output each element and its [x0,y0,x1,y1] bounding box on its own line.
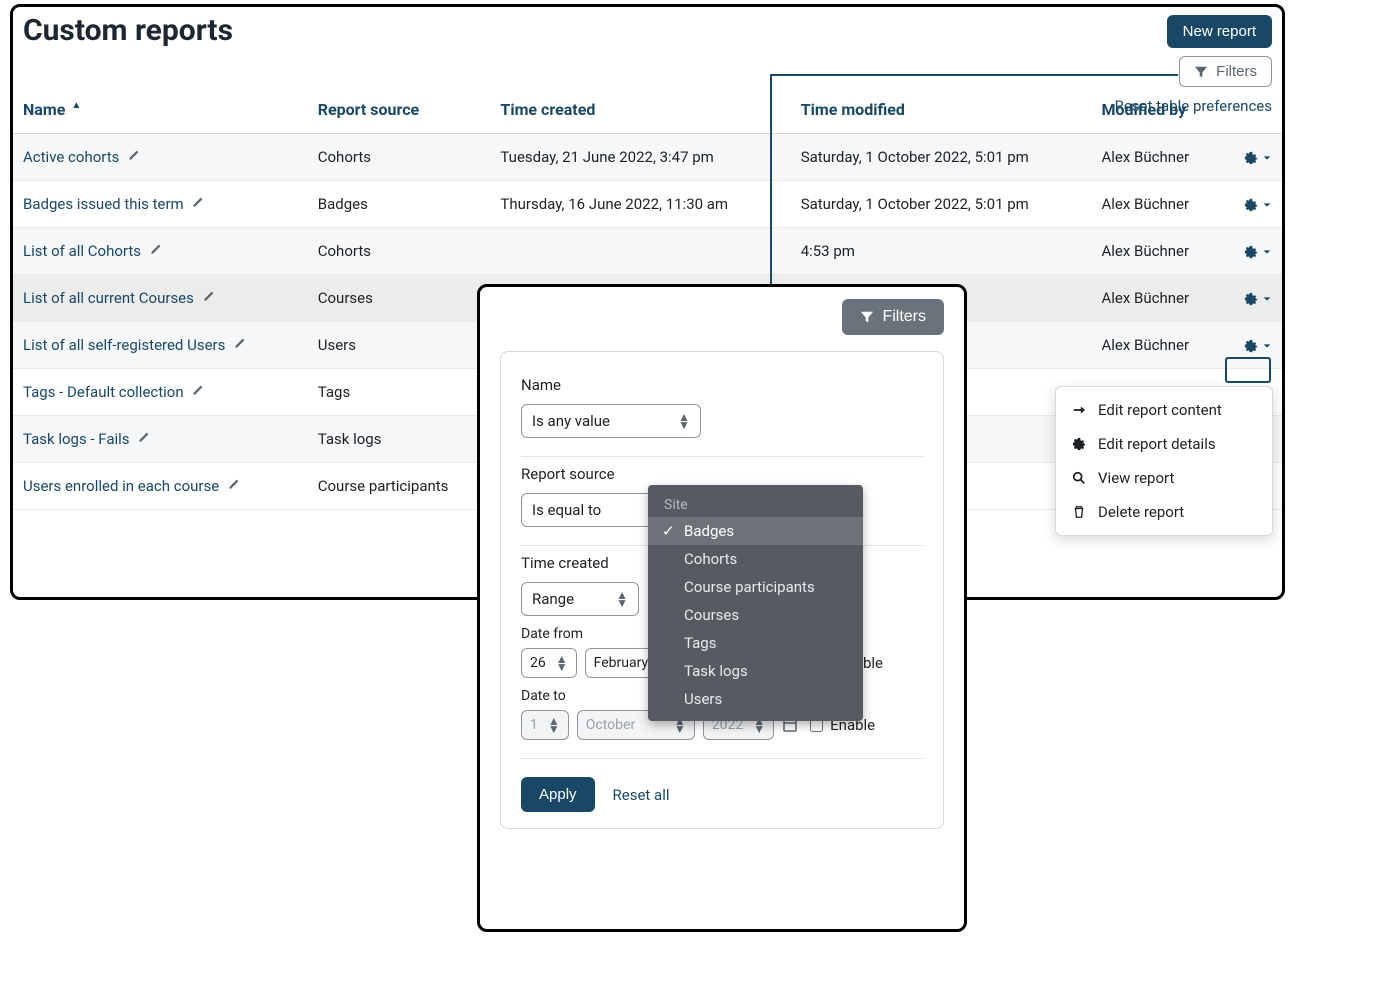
cell-modified: Saturday, 1 October 2022, 5:01 pm [791,134,1092,181]
funnel-icon [860,310,874,324]
menu-edit-content[interactable]: Edit report content [1056,393,1272,427]
filter-name-label: Name [521,376,923,394]
row-actions-button[interactable] [1244,242,1272,260]
page-title: Custom reports [23,13,1282,48]
gear-icon [1072,437,1086,451]
callout-arrow [770,74,1178,76]
menu-view-report[interactable]: View report [1056,461,1272,495]
cell-source: Badges [308,181,491,228]
dropdown-option[interactable]: Badges [648,517,863,545]
reset-all-link[interactable]: Reset all [613,786,670,804]
source-dropdown: Site BadgesCohortsCourse participantsCou… [648,485,863,721]
dropdown-option[interactable]: Users [648,685,863,713]
cell-created [490,228,790,275]
arrow-right-icon [1072,403,1086,417]
filters-toggle-button[interactable]: Filters [1179,56,1272,87]
cell-source: Courses [308,275,491,322]
filter-name-section: Name Is any value ▲▼ [521,368,923,457]
cell-created: Tuesday, 21 June 2022, 3:47 pm [490,134,790,181]
date-from-day-select[interactable]: 26▲▼ [521,648,577,678]
col-created[interactable]: Time created [490,86,790,134]
report-name-link[interactable]: Badges issued this term [23,195,184,213]
updown-icon: ▲▼ [616,591,628,607]
date-to-day-select[interactable]: 1▲▼ [521,710,569,740]
col-source[interactable]: Report source [308,86,491,134]
filters-toggle-label: Filters [1216,63,1257,80]
row-actions-button[interactable] [1244,336,1272,354]
cell-source: Tags [308,369,491,416]
trash-icon [1072,505,1086,519]
table-row: Active cohorts CohortsTuesday, 21 June 2… [13,134,1282,181]
search-icon [1072,471,1086,485]
dropdown-option[interactable]: Courses [648,601,863,629]
edit-name-icon[interactable] [191,383,204,401]
report-name-link[interactable]: Tags - Default collection [23,383,184,401]
cell-modified-by: Alex Büchner [1092,134,1223,181]
funnel-icon [1194,65,1208,79]
edit-name-icon[interactable] [149,242,162,260]
edit-name-icon[interactable] [233,336,246,354]
row-actions-button[interactable] [1244,289,1272,307]
edit-name-icon[interactable] [227,477,240,495]
filters-chip-button[interactable]: Filters [842,299,944,335]
callout-arrow [770,74,772,304]
report-name-link[interactable]: List of all self-registered Users [23,336,225,354]
edit-name-icon[interactable] [191,195,204,213]
edit-name-icon[interactable] [202,289,215,307]
report-name-link[interactable]: List of all current Courses [23,289,194,307]
table-row: List of all Cohorts Cohorts 4:53 pmAlex B… [13,228,1282,275]
cell-source: Users [308,322,491,369]
menu-edit-details[interactable]: Edit report details [1056,427,1272,461]
dropdown-option[interactable]: Tags [648,629,863,657]
row-actions-button[interactable] [1244,195,1272,213]
row-actions-button[interactable] [1244,148,1272,166]
col-modified[interactable]: Time modified [791,86,1092,134]
report-name-link[interactable]: List of all Cohorts [23,242,141,260]
cell-modified-by: Alex Büchner [1092,181,1223,228]
table-row: Badges issued this term BadgesThursday, … [13,181,1282,228]
dropdown-option[interactable]: Task logs [648,657,863,685]
edit-name-icon[interactable] [137,430,150,448]
cell-modified: 4:53 pm [791,228,1092,275]
cell-modified-by: Alex Büchner [1092,228,1223,275]
cell-created: Thursday, 16 June 2022, 11:30 am [490,181,790,228]
dropdown-group-label: Site [648,493,863,517]
cell-modified-by: Alex Büchner [1092,322,1223,369]
cell-source: Cohorts [308,134,491,181]
report-name-link[interactable]: Users enrolled in each course [23,477,219,495]
col-name[interactable]: Name ▲ [13,86,308,134]
new-report-button[interactable]: New report [1167,15,1272,48]
cell-modified-by: Alex Büchner [1092,275,1223,322]
cell-source: Task logs [308,416,491,463]
dropdown-option[interactable]: Cohorts [648,545,863,573]
top-actions: New report Filters Reset table preferenc… [1115,15,1272,115]
dropdown-option[interactable]: Course participants [648,573,863,601]
updown-icon: ▲▼ [556,655,568,671]
cell-modified: Saturday, 1 October 2022, 5:01 pm [791,181,1092,228]
reset-table-preferences-link[interactable]: Reset table preferences [1115,97,1272,115]
menu-delete-report[interactable]: Delete report [1056,495,1272,529]
updown-icon: ▲▼ [548,717,560,733]
filter-time-operator-select[interactable]: Range ▲▼ [521,582,639,616]
filter-name-operator-select[interactable]: Is any value ▲▼ [521,404,701,438]
filters-chip-label: Filters [882,308,926,326]
row-context-menu: Edit report content Edit report details … [1055,386,1273,536]
cell-source: Cohorts [308,228,491,275]
row-actions-highlight [1225,357,1271,383]
apply-button[interactable]: Apply [521,777,595,812]
sort-asc-icon: ▲ [71,100,81,111]
report-name-link[interactable]: Task logs - Fails [23,430,130,448]
report-name-link[interactable]: Active cohorts [23,148,119,166]
updown-icon: ▲▼ [678,413,690,429]
edit-name-icon[interactable] [127,148,140,166]
filter-source-label: Report source [521,465,923,483]
cell-source: Course participants [308,463,491,510]
